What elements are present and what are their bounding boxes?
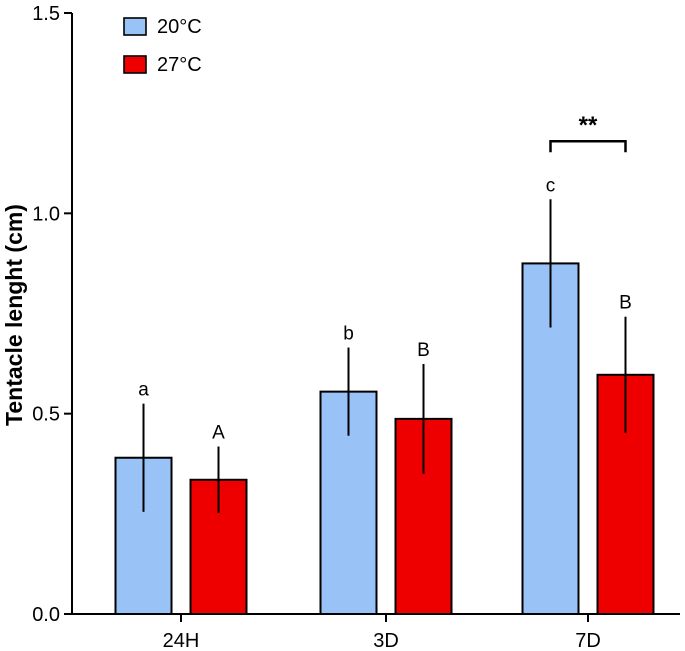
- y-axis-label: Tentacle lenght (cm): [1, 204, 27, 426]
- bars: a b c A B B: [114, 175, 655, 615]
- significance-bracket: [549, 139, 627, 153]
- significance-stars: **: [579, 112, 598, 139]
- legend-label-27c: 27°C: [157, 54, 202, 76]
- significance-letter: A: [212, 423, 225, 444]
- x-tick-label: 3D: [373, 630, 399, 651]
- legend-swatch-20c: [123, 17, 147, 36]
- y-tick-label: 0.5: [32, 404, 60, 426]
- legend-label-20c: 20°C: [157, 16, 202, 38]
- y-tick-label: 1.0: [32, 203, 60, 225]
- significance-letter: a: [138, 380, 149, 401]
- annotations: **: [549, 112, 627, 153]
- x-tick-label: 24H: [163, 630, 200, 651]
- significance-letter: c: [546, 175, 556, 196]
- y-tick-label: 1.5: [32, 3, 60, 25]
- y-axis-ticks: 0.0 0.5 1.0 1.5: [32, 3, 72, 626]
- x-tick-label: 7D: [575, 630, 601, 651]
- significance-letter: B: [619, 293, 632, 314]
- significance-letter: b: [343, 324, 354, 345]
- significance-letter: B: [417, 340, 430, 361]
- legend-swatch-27c: [123, 55, 147, 74]
- x-axis-ticks: 24H 3D 7D: [163, 614, 601, 651]
- y-tick-label: 0.0: [32, 604, 60, 626]
- legend: 20°C 27°C: [123, 16, 202, 76]
